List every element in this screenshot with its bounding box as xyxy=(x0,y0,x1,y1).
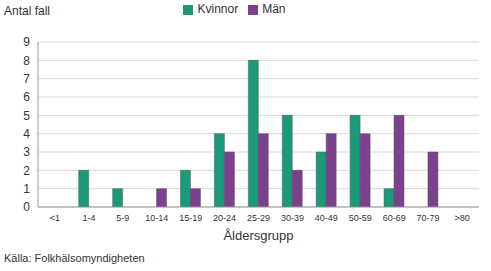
svg-text:40-49: 40-49 xyxy=(315,213,338,223)
html-text:Män: Män xyxy=(262,2,286,16)
svg-text:1-4: 1-4 xyxy=(82,213,95,223)
svg-text:5: 5 xyxy=(23,109,30,123)
svg-text:3: 3 xyxy=(23,145,30,159)
svg-text:6: 6 xyxy=(23,90,30,104)
svg-text:4: 4 xyxy=(23,127,30,141)
svg-text:<1: <1 xyxy=(50,213,60,223)
svg-text:8: 8 xyxy=(23,54,30,68)
html-text:Kvinnor: Kvinnor xyxy=(197,2,239,16)
html-text:Källa: Folkhälsomyndigheten: Källa: Folkhälsomyndigheten xyxy=(4,252,145,264)
svg-text:20-24: 20-24 xyxy=(213,213,236,223)
svg-text:70-79: 70-79 xyxy=(417,213,440,223)
svg-text:>80: >80 xyxy=(454,213,469,223)
svg-text:2: 2 xyxy=(23,164,30,178)
html-text:Åldersgrupp: Åldersgrupp xyxy=(223,228,294,243)
svg-text:7: 7 xyxy=(23,72,30,86)
svg-text:0: 0 xyxy=(23,200,30,214)
svg-text:25-29: 25-29 xyxy=(247,213,270,223)
svg-text:30-39: 30-39 xyxy=(281,213,304,223)
svg-text:15-19: 15-19 xyxy=(179,213,202,223)
svg-text:1: 1 xyxy=(23,182,30,196)
svg-text:5-9: 5-9 xyxy=(116,213,129,223)
svg-text:9: 9 xyxy=(23,35,30,49)
svg-text:50-59: 50-59 xyxy=(349,213,372,223)
svg-text:10-14: 10-14 xyxy=(145,213,168,223)
html-text:Antal fall: Antal fall xyxy=(4,4,50,18)
svg-text:60-69: 60-69 xyxy=(383,213,406,223)
